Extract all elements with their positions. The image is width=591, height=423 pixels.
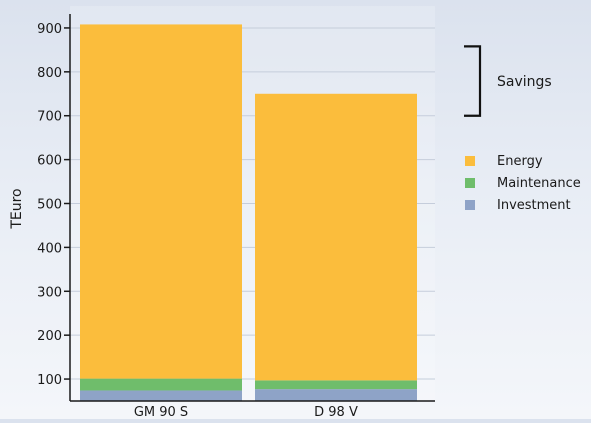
y-tick-labels: 100 200 300 400 500 600 700 800 900	[37, 22, 62, 388]
legend: Energy Maintenance Investment	[465, 154, 581, 213]
x-tick-label: D 98 V	[314, 405, 358, 419]
bar-segment-maintenance	[255, 380, 417, 390]
bar-segment-energy	[80, 24, 242, 379]
y-tick-label: 700	[37, 110, 62, 125]
legend-label-maintenance: Maintenance	[497, 176, 581, 191]
x-tick-labels: GM 90 S D 98 V	[134, 405, 358, 420]
x-tick-label: GM 90 S	[134, 405, 188, 419]
y-tick-label: 200	[37, 329, 62, 344]
y-tick-label: 300	[37, 285, 62, 300]
bar-segment-maintenance	[80, 378, 242, 391]
y-tick-label: 900	[37, 22, 62, 37]
legend-swatch-investment	[465, 200, 475, 210]
legend-label-investment: Investment	[497, 198, 571, 213]
y-tick-label: 600	[37, 154, 62, 169]
y-tick-label: 400	[37, 241, 62, 256]
savings-bracket	[464, 45, 482, 117]
bar-segment-energy	[255, 93, 417, 381]
y-axis-label: TEuro	[9, 188, 25, 229]
legend-swatch-energy	[465, 156, 475, 166]
axes	[64, 14, 435, 402]
bars	[80, 24, 417, 401]
y-tick-label: 100	[37, 373, 62, 388]
y-tick-label: 800	[37, 66, 62, 81]
savings-label: Savings	[497, 74, 552, 90]
legend-swatch-maintenance	[465, 178, 475, 188]
bar-segment-investment	[80, 390, 242, 401]
legend-label-energy: Energy	[497, 154, 543, 169]
bar-segment-investment	[255, 389, 417, 401]
y-tick-label: 500	[37, 198, 62, 213]
savings-annotation: Savings	[464, 45, 552, 117]
